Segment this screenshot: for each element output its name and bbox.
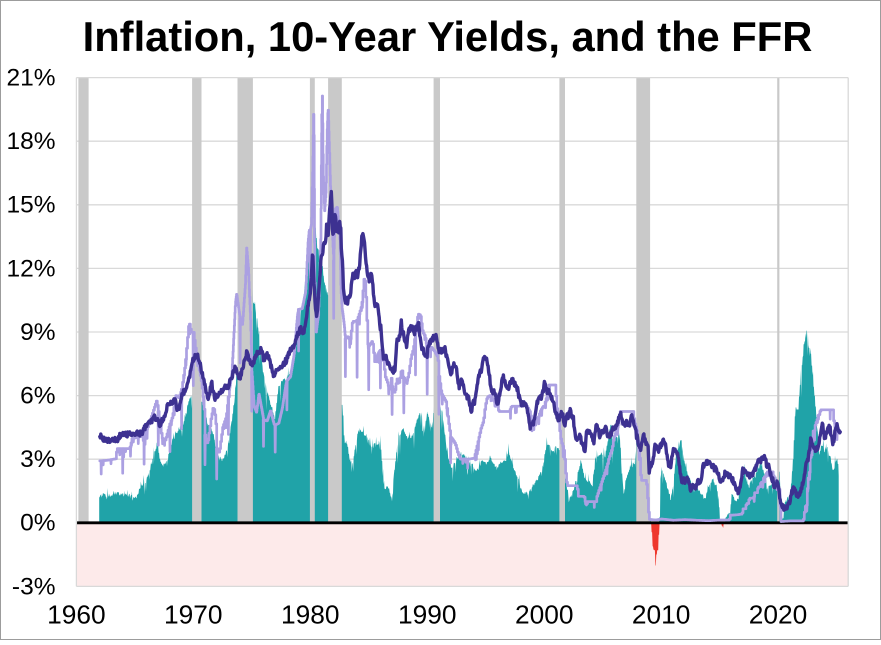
svg-text:0%: 0% xyxy=(20,510,55,537)
svg-text:Inflation, 10-Year Yields, and: Inflation, 10-Year Yields, and the FFR xyxy=(83,13,813,60)
svg-text:1980: 1980 xyxy=(281,600,340,630)
svg-text:1970: 1970 xyxy=(164,600,223,630)
svg-text:2010: 2010 xyxy=(632,600,691,630)
svg-text:6%: 6% xyxy=(20,383,55,410)
svg-text:2000: 2000 xyxy=(515,600,574,630)
svg-text:9%: 9% xyxy=(20,319,55,346)
svg-text:2020: 2020 xyxy=(749,600,808,630)
svg-text:3%: 3% xyxy=(20,446,55,473)
svg-text:1960: 1960 xyxy=(47,600,106,630)
svg-text:1990: 1990 xyxy=(398,600,457,630)
svg-text:-3%: -3% xyxy=(12,573,56,600)
svg-text:21%: 21% xyxy=(6,65,55,92)
svg-text:12%: 12% xyxy=(6,255,55,282)
svg-text:18%: 18% xyxy=(6,128,55,155)
svg-text:15%: 15% xyxy=(6,192,55,219)
